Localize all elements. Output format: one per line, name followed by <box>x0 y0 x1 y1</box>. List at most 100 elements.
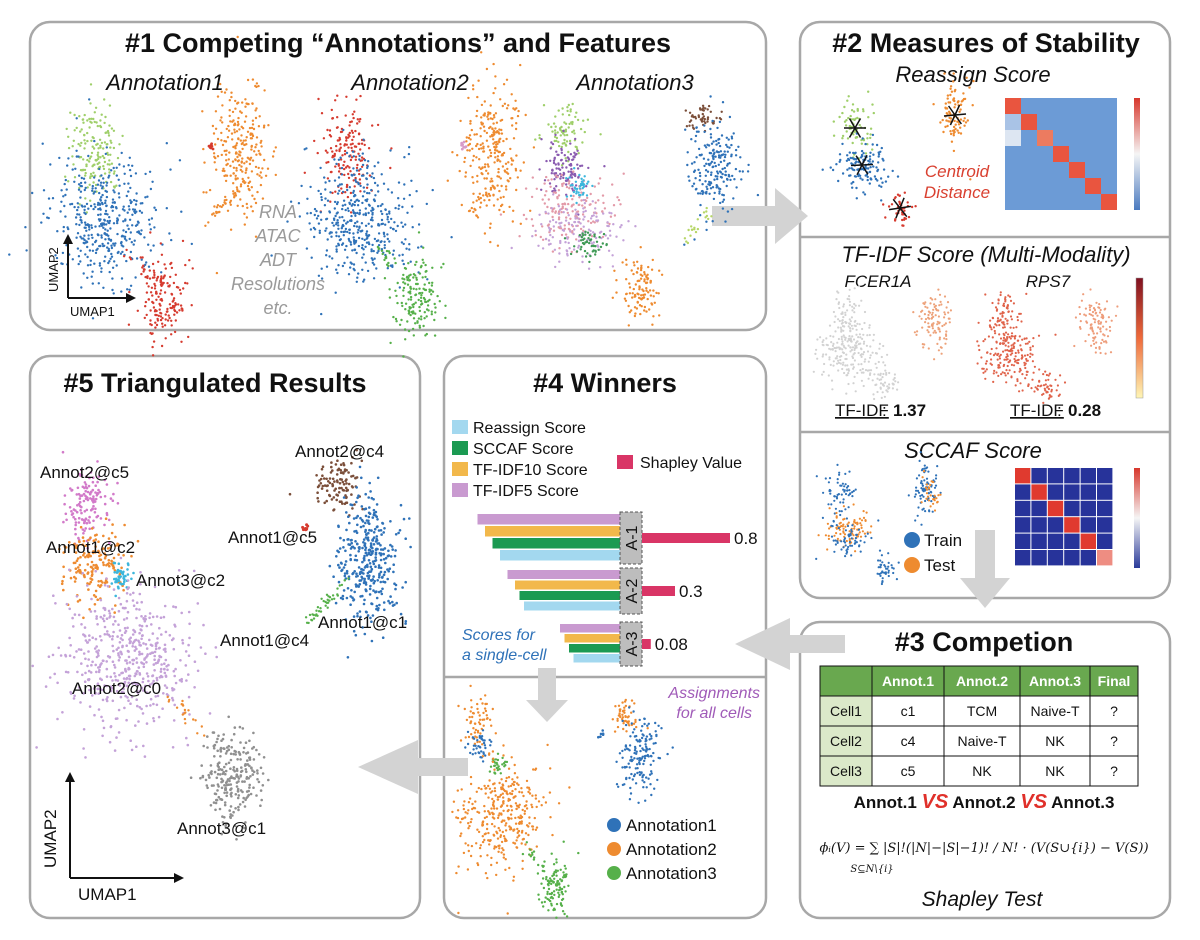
table-cell-text: c1 <box>901 703 916 719</box>
panel-1-title: #1 Competing “Annotations” and Features <box>125 28 671 58</box>
reassign-heatmap-cell <box>1085 98 1101 114</box>
as-main-orange <box>451 732 571 915</box>
table-header-text: Annot.1 <box>882 673 934 689</box>
cluster-label-annot2-at-c0: Annot2@c0 <box>72 679 161 698</box>
sccaf-heatmap-cell <box>1015 468 1031 484</box>
reassign-heatmap-cell <box>1005 178 1021 194</box>
centroid-arrow <box>854 118 862 129</box>
centroid-arrow <box>899 207 908 218</box>
sc-mid-blue <box>815 519 880 561</box>
assignment-legend-dot <box>607 842 621 856</box>
shapley-bar-A-2 <box>642 586 675 596</box>
table-cell: ? <box>1089 695 1139 727</box>
shapley-value-label-A-3: 0.08 <box>655 635 688 654</box>
as-island-blue <box>615 706 674 804</box>
category-label-A-3: A-3 <box>624 631 641 656</box>
bar-A-3-sccaf-score <box>569 644 620 653</box>
versus-annot3: Annot.3 <box>1051 793 1114 812</box>
reassign-heatmap-cell <box>1037 162 1053 178</box>
versus-vs-2: VS <box>1020 791 1047 813</box>
centroid-arrow <box>861 154 868 166</box>
sccaf-heatmap-cell <box>1080 550 1096 566</box>
panel-5-title: #5 Triangulated Results <box>63 368 366 398</box>
table-header-text: Annot.2 <box>956 673 1008 689</box>
umap-fcer1a <box>812 285 953 408</box>
table-header-cell: Annot.2 <box>943 665 1021 697</box>
tfidf-number-1: 1.37 <box>893 401 926 420</box>
test-legend-dot <box>904 557 920 573</box>
feature-etc: etc. <box>263 298 292 318</box>
reassign-heatmap-cell <box>1069 178 1085 194</box>
reassign-heatmap-cell <box>1037 194 1053 210</box>
assignment-legend-item: Annotation2 <box>607 840 717 859</box>
winners-legend-label: SCCAF Score <box>473 441 574 458</box>
cluster-label-annot2-at-c5: Annot2@c5 <box>40 463 129 482</box>
winners-legend-item: TF-IDF10 Score <box>452 462 588 479</box>
a1-cluster-island <box>201 35 277 275</box>
sccaf-heatmap-cell <box>1064 550 1080 566</box>
a1-bridge <box>122 248 164 288</box>
panel-5-axis-y: UMAP2 <box>41 809 60 868</box>
reassign-heatmap-cell <box>1085 146 1101 162</box>
sccaf-heatmap-cell <box>1080 533 1096 549</box>
shapley-formula-subscript: S⊆N\{i} <box>850 864 893 875</box>
table-header-cell: Annot.1 <box>871 665 945 697</box>
sccaf-heatmap-cell <box>1047 500 1064 517</box>
centroid-arrow <box>861 164 869 175</box>
reassign-heatmap-cell <box>1005 162 1021 178</box>
versus-annot2: Annot.2 <box>952 793 1015 812</box>
arrow-panel2-to-panel3 <box>960 530 1010 608</box>
bar-A-1-tf-idf5-score <box>477 514 620 525</box>
reassign-heatmap-cell <box>1101 130 1117 146</box>
shapley-legend-swatch <box>617 455 633 469</box>
sccaf-heatmap-cell <box>1097 484 1113 500</box>
tr-c1-grey <box>189 715 270 841</box>
reassign-heatmap-cell <box>1021 146 1037 162</box>
a3-cluster-cyan <box>565 167 594 205</box>
annotation1-label: Annotation1 <box>104 70 223 95</box>
train-label: Train <box>924 531 962 550</box>
tr-c5-red <box>301 523 310 532</box>
table-cell-text: ? <box>1110 763 1118 779</box>
competition-table: Annot.1 Annot.2 Annot.3 Final Cell1 c1 TCM Naiv… <box>819 665 1139 787</box>
sccaf-heatmap-cell <box>1015 500 1031 517</box>
sccaf-heatmap-cell <box>1064 517 1080 533</box>
scores-caption-line1: Scores for <box>462 627 536 644</box>
as-dot <box>597 729 605 739</box>
sccaf-heatmap-cell <box>1047 468 1064 484</box>
table-cell: NK <box>1019 725 1091 757</box>
reassign-heatmap-cell <box>1021 194 1037 210</box>
sccaf-colorbar <box>1134 468 1140 568</box>
as-top-blue <box>464 729 493 763</box>
centroid-arrow <box>949 114 956 126</box>
panel-5-axis-x: UMAP1 <box>78 885 137 904</box>
umap-triangulated <box>31 448 412 841</box>
table-cell-text: ? <box>1110 703 1118 719</box>
centroid-arrow <box>848 127 856 138</box>
reassign-heatmap-cell <box>1101 146 1117 162</box>
centroid-arrow <box>892 198 901 209</box>
reassign-heatmap-cell <box>1101 162 1117 178</box>
sccaf-heatmap-cell <box>1047 517 1064 533</box>
panel-5-axes: UMAP1 UMAP2 <box>41 772 184 904</box>
cluster-label-annot3-at-c1: Annot3@c1 <box>177 819 266 838</box>
umap-annotation3 <box>499 95 760 327</box>
umap-assignments <box>451 684 674 919</box>
category-label-A-2: A-2 <box>624 578 641 603</box>
cluster-label-annot1-at-c4: Annot1@c4 <box>220 631 309 650</box>
table-cell: Cell3 <box>819 755 873 787</box>
table-header-cell <box>819 665 873 697</box>
sccaf-heatmap-cell <box>1064 468 1080 484</box>
reassign-heatmap-cell <box>1005 146 1021 162</box>
bar-A-1-reassign-score <box>500 550 620 561</box>
reassign-heatmap-cell <box>1101 98 1117 114</box>
winners-legend-item: Reassign Score <box>452 420 586 437</box>
sccaf-heatmap-cell <box>1097 468 1113 484</box>
centroid-arrow <box>954 113 967 116</box>
reassign-colorbar-bar <box>1134 98 1140 210</box>
sccaf-heatmap-cell <box>1097 500 1113 517</box>
a3-cluster-blue-island <box>683 95 760 246</box>
shapley-bar-A-1 <box>642 533 730 543</box>
versus-vs-1: VS <box>922 791 949 813</box>
table-cell-text: NK <box>972 763 992 779</box>
